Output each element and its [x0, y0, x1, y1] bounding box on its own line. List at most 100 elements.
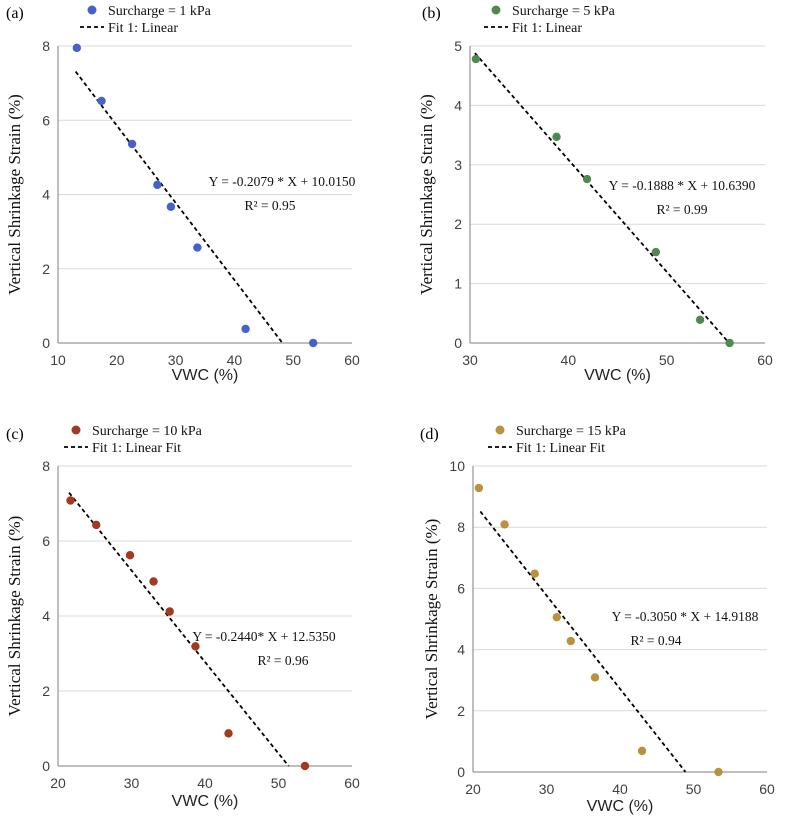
fit-line: [68, 492, 290, 767]
x-tick-label: 60: [759, 781, 775, 797]
x-axis-title: VWC (%): [172, 793, 239, 810]
x-tick-label: 50: [659, 352, 675, 368]
data-point: [725, 338, 734, 348]
y-tick-label: 0: [42, 758, 50, 774]
y-tick-label: 8: [42, 458, 50, 474]
data-point: [191, 642, 200, 651]
fit-equation: Y = -0.2440* X + 12.5350: [192, 629, 336, 644]
x-tick-label: 40: [612, 781, 628, 797]
x-tick-label: 60: [757, 352, 773, 368]
data-point: [530, 569, 539, 578]
y-tick-label: 10: [449, 458, 465, 474]
r-squared: R² = 0.95: [244, 198, 295, 213]
data-point: [695, 315, 705, 325]
chart-panel-3: 0 2 4 6 8 20 30 40 50 60 VWC (%) Vertical Shrinkage…: [5, 424, 360, 810]
x-tick-label: 30: [539, 781, 555, 797]
x-tick-label: 20: [465, 781, 481, 797]
y-tick-label: 4: [454, 97, 462, 113]
data-point: [552, 612, 561, 622]
y-tick-label: 2: [457, 703, 465, 719]
data-point: [582, 174, 592, 184]
data-point: [300, 761, 310, 771]
y-tick-label: 2: [42, 261, 50, 277]
y-axis-title: Vertical Shrinkage Strain (%): [422, 519, 441, 720]
x-tick-label: 10: [50, 352, 66, 368]
x-tick-label: 30: [168, 352, 184, 368]
x-tick-label: 30: [462, 352, 478, 368]
legend-marker: [495, 425, 505, 435]
fit-line: [474, 52, 731, 345]
y-tick-label: 1: [454, 276, 462, 292]
panel-label: (c): [6, 426, 24, 443]
data-point: [714, 767, 723, 777]
data-point: [308, 338, 318, 348]
x-tick-label: 40: [227, 352, 243, 368]
legend-label-fit: Fit 1: Linear Fit: [516, 441, 605, 456]
legend-label-series: Surcharge = 10 kPa: [92, 424, 203, 439]
data-point: [651, 247, 661, 257]
r-squared: R² = 0.99: [656, 202, 707, 217]
x-axis-title: VWC (%): [584, 367, 651, 384]
x-tick-label: 50: [686, 781, 702, 797]
x-tick-label: 20: [50, 775, 66, 791]
fit-line: [479, 510, 687, 773]
panel-label: (d): [420, 426, 439, 443]
data-point: [224, 729, 233, 738]
legend-label-fit: Fit 1: Linear: [108, 21, 178, 36]
y-tick-label: 5: [454, 38, 462, 54]
fit-equation: Y = -0.2079 * X + 10.0150: [209, 174, 356, 189]
x-tick-label: 40: [197, 775, 213, 791]
data-point: [193, 243, 202, 252]
data-point: [127, 139, 137, 149]
y-tick-label: 3: [454, 157, 462, 173]
y-tick-label: 4: [457, 642, 465, 658]
legend-label-fit: Fit 1: Linear Fit: [92, 441, 181, 456]
legend-marker: [491, 5, 501, 15]
legend-label-fit: Fit 1: Linear: [512, 21, 582, 36]
data-point: [500, 520, 509, 529]
data-point: [637, 746, 647, 756]
y-tick-label: 0: [454, 335, 462, 351]
y-tick-label: 0: [42, 335, 50, 351]
y-axis-title: Vertical Shrinkage Strain (%): [417, 94, 436, 295]
data-point: [566, 636, 575, 646]
data-point: [92, 520, 101, 530]
r-squared: R² = 0.94: [630, 633, 681, 648]
data-point: [241, 324, 250, 334]
data-point: [72, 43, 82, 53]
y-tick-label: 0: [457, 764, 465, 780]
data-point: [552, 132, 561, 142]
data-point: [471, 54, 481, 64]
legend-label-series: Surcharge = 1 kPa: [108, 4, 212, 19]
x-tick-label: 50: [285, 352, 301, 368]
legend-label-series: Surcharge = 15 kPa: [516, 424, 627, 439]
legend-marker: [71, 425, 81, 435]
y-axis-title: Vertical Shrinkage Strain (%): [5, 94, 24, 295]
x-tick-label: 40: [561, 352, 577, 368]
y-axis-title: Vertical Shrinkage Strain (%): [5, 516, 24, 717]
data-point: [166, 202, 176, 211]
chart-panel-1: 0 2 4 6 8 10 20 30 40 50 60 VWC (%) Vertical Shrinka…: [5, 4, 360, 384]
data-point: [97, 96, 106, 106]
y-tick-label: 8: [457, 519, 465, 535]
x-tick-label: 30: [124, 775, 140, 791]
y-tick-label: 4: [42, 187, 50, 203]
x-axis-title: VWC (%): [172, 367, 239, 384]
data-point: [125, 551, 135, 560]
x-tick-label: 60: [344, 775, 360, 791]
x-tick-label: 20: [109, 352, 125, 368]
r-squared: R² = 0.96: [257, 653, 308, 668]
y-tick-label: 6: [42, 533, 50, 549]
y-tick-label: 6: [42, 112, 50, 128]
data-point: [153, 180, 162, 190]
x-axis-title: VWC (%): [587, 798, 654, 815]
legend-label-series: Surcharge = 5 kPa: [512, 4, 616, 19]
data-point: [590, 673, 600, 682]
chart-panel-2: 0 1 2 3 4 5 30 40 50 60 VWC (%) Vertical Shrinkage …: [417, 4, 773, 384]
fit-line: [74, 70, 284, 344]
panel-label: (a): [6, 5, 24, 22]
y-tick-label: 2: [454, 216, 462, 232]
panel-label: (b): [422, 5, 441, 22]
data-point: [165, 607, 174, 616]
